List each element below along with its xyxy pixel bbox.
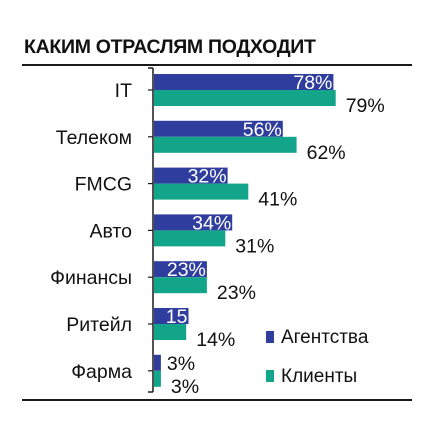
category-label: Авто (90, 220, 133, 242)
value-label-clients: 14% (196, 329, 235, 351)
category-label: Фарма (71, 361, 132, 383)
value-label-clients: 23% (217, 282, 256, 304)
legend-label-agencies: Агентства (281, 327, 369, 348)
value-label-agencies: 78% (293, 72, 332, 94)
bar-agencies (154, 214, 233, 231)
value-label-agencies: 32% (188, 166, 227, 188)
bottom-rule (22, 399, 412, 401)
value-label-clients: 79% (346, 95, 385, 117)
category-label: FMCG (75, 174, 132, 196)
value-label-agencies: 56% (243, 119, 282, 141)
value-label-clients: 41% (258, 189, 297, 211)
category-label: IT (115, 80, 132, 102)
category-label: Ритейл (66, 314, 132, 336)
value-label-clients: 3% (171, 376, 199, 398)
bar-agencies (154, 74, 334, 90)
title-underline (22, 64, 412, 66)
bar-clients (154, 370, 161, 387)
bar-clients (154, 183, 249, 200)
bar-agencies (154, 308, 189, 324)
bar-clients (154, 136, 297, 153)
bar-agencies (154, 354, 161, 371)
value-label-agencies: 23% (167, 259, 206, 281)
chart-title: КАКИМ ОТРАСЛЯМ ПОДХОДИТ (24, 36, 316, 58)
bar-clients (154, 324, 187, 340)
legend-swatch-agencies (266, 331, 274, 343)
bar-clients (154, 230, 226, 247)
bar-agencies (154, 167, 228, 184)
value-label-agencies: 34% (192, 212, 231, 234)
value-label-clients: 31% (235, 235, 274, 257)
bar-agencies (154, 261, 207, 278)
category-label: Финансы (50, 267, 132, 289)
bar-clients (154, 277, 207, 294)
bar-agencies (154, 120, 283, 137)
category-label: Телеком (56, 127, 132, 149)
bar-clients (154, 90, 336, 106)
value-label-agencies: 3% (167, 353, 195, 375)
legend-swatch-clients (266, 370, 274, 382)
value-label-agencies: 15 (166, 306, 188, 328)
legend-label-clients: Клиенты (281, 366, 358, 387)
value-label-clients: 62% (307, 142, 346, 164)
